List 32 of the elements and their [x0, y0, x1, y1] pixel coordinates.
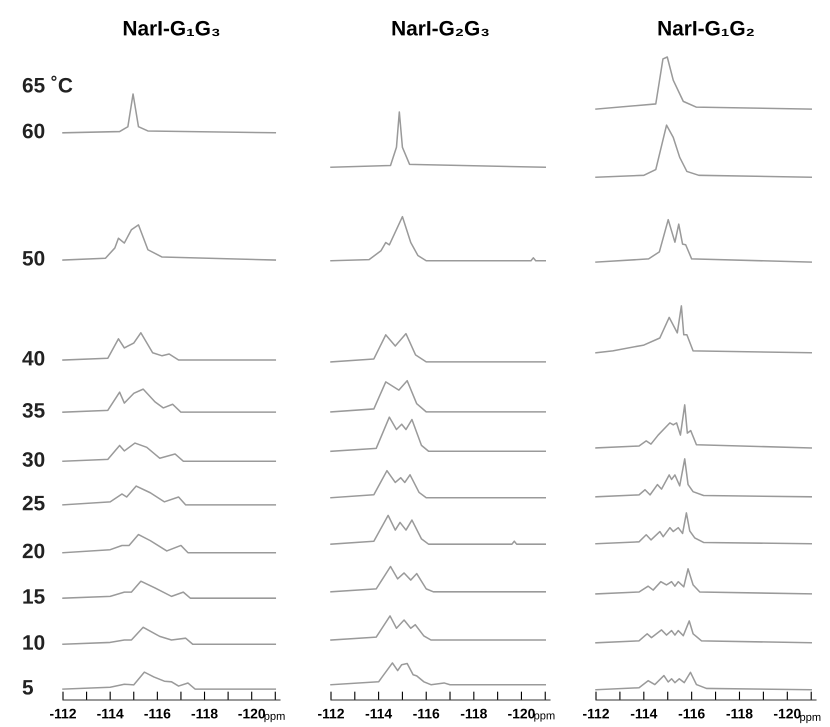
x-tick-label: -112: [50, 708, 76, 718]
chart-title: NarI-G₁G₂: [658, 20, 754, 36]
series-label: 25: [22, 496, 45, 510]
x-tick-label: -118: [726, 708, 753, 719]
x-tick-label: -118: [192, 708, 218, 719]
series-label: 5: [22, 680, 34, 695]
x-tick-label: -118: [460, 708, 487, 719]
series-label: 50: [22, 250, 44, 266]
chart-title: NarI-G₂G₃: [392, 20, 489, 36]
x-tick-label: -112: [318, 708, 344, 718]
series-label: 35: [22, 402, 45, 418]
x-tick-label: -120: [774, 708, 801, 719]
text: 65 ˚C: [22, 76, 72, 93]
x-tick-label: -114: [366, 708, 392, 718]
x-axis-title: ppm: [800, 714, 820, 724]
x-tick-label: -114: [630, 708, 658, 718]
series-label: 15: [23, 589, 45, 604]
x-tick-label: -114: [97, 708, 124, 718]
series-label: 10: [23, 635, 44, 650]
series-label: 40: [22, 350, 44, 366]
x-tick-label: -112: [583, 708, 609, 718]
x-tick-label: -116: [413, 708, 440, 719]
x-tick-label: -120: [238, 708, 266, 719]
chart-title: NarI-G₁G₃: [124, 20, 220, 36]
series-label: 30: [22, 452, 44, 467]
series-label: 60: [22, 124, 44, 138]
x-axis-title: ppm: [264, 714, 285, 722]
x-tick-label: -120: [508, 708, 535, 719]
x-tick-label: -116: [678, 708, 705, 719]
x-tick-label: -116: [144, 708, 170, 719]
x-axis-title: ppm: [534, 713, 554, 722]
series-label: 20: [22, 544, 44, 558]
